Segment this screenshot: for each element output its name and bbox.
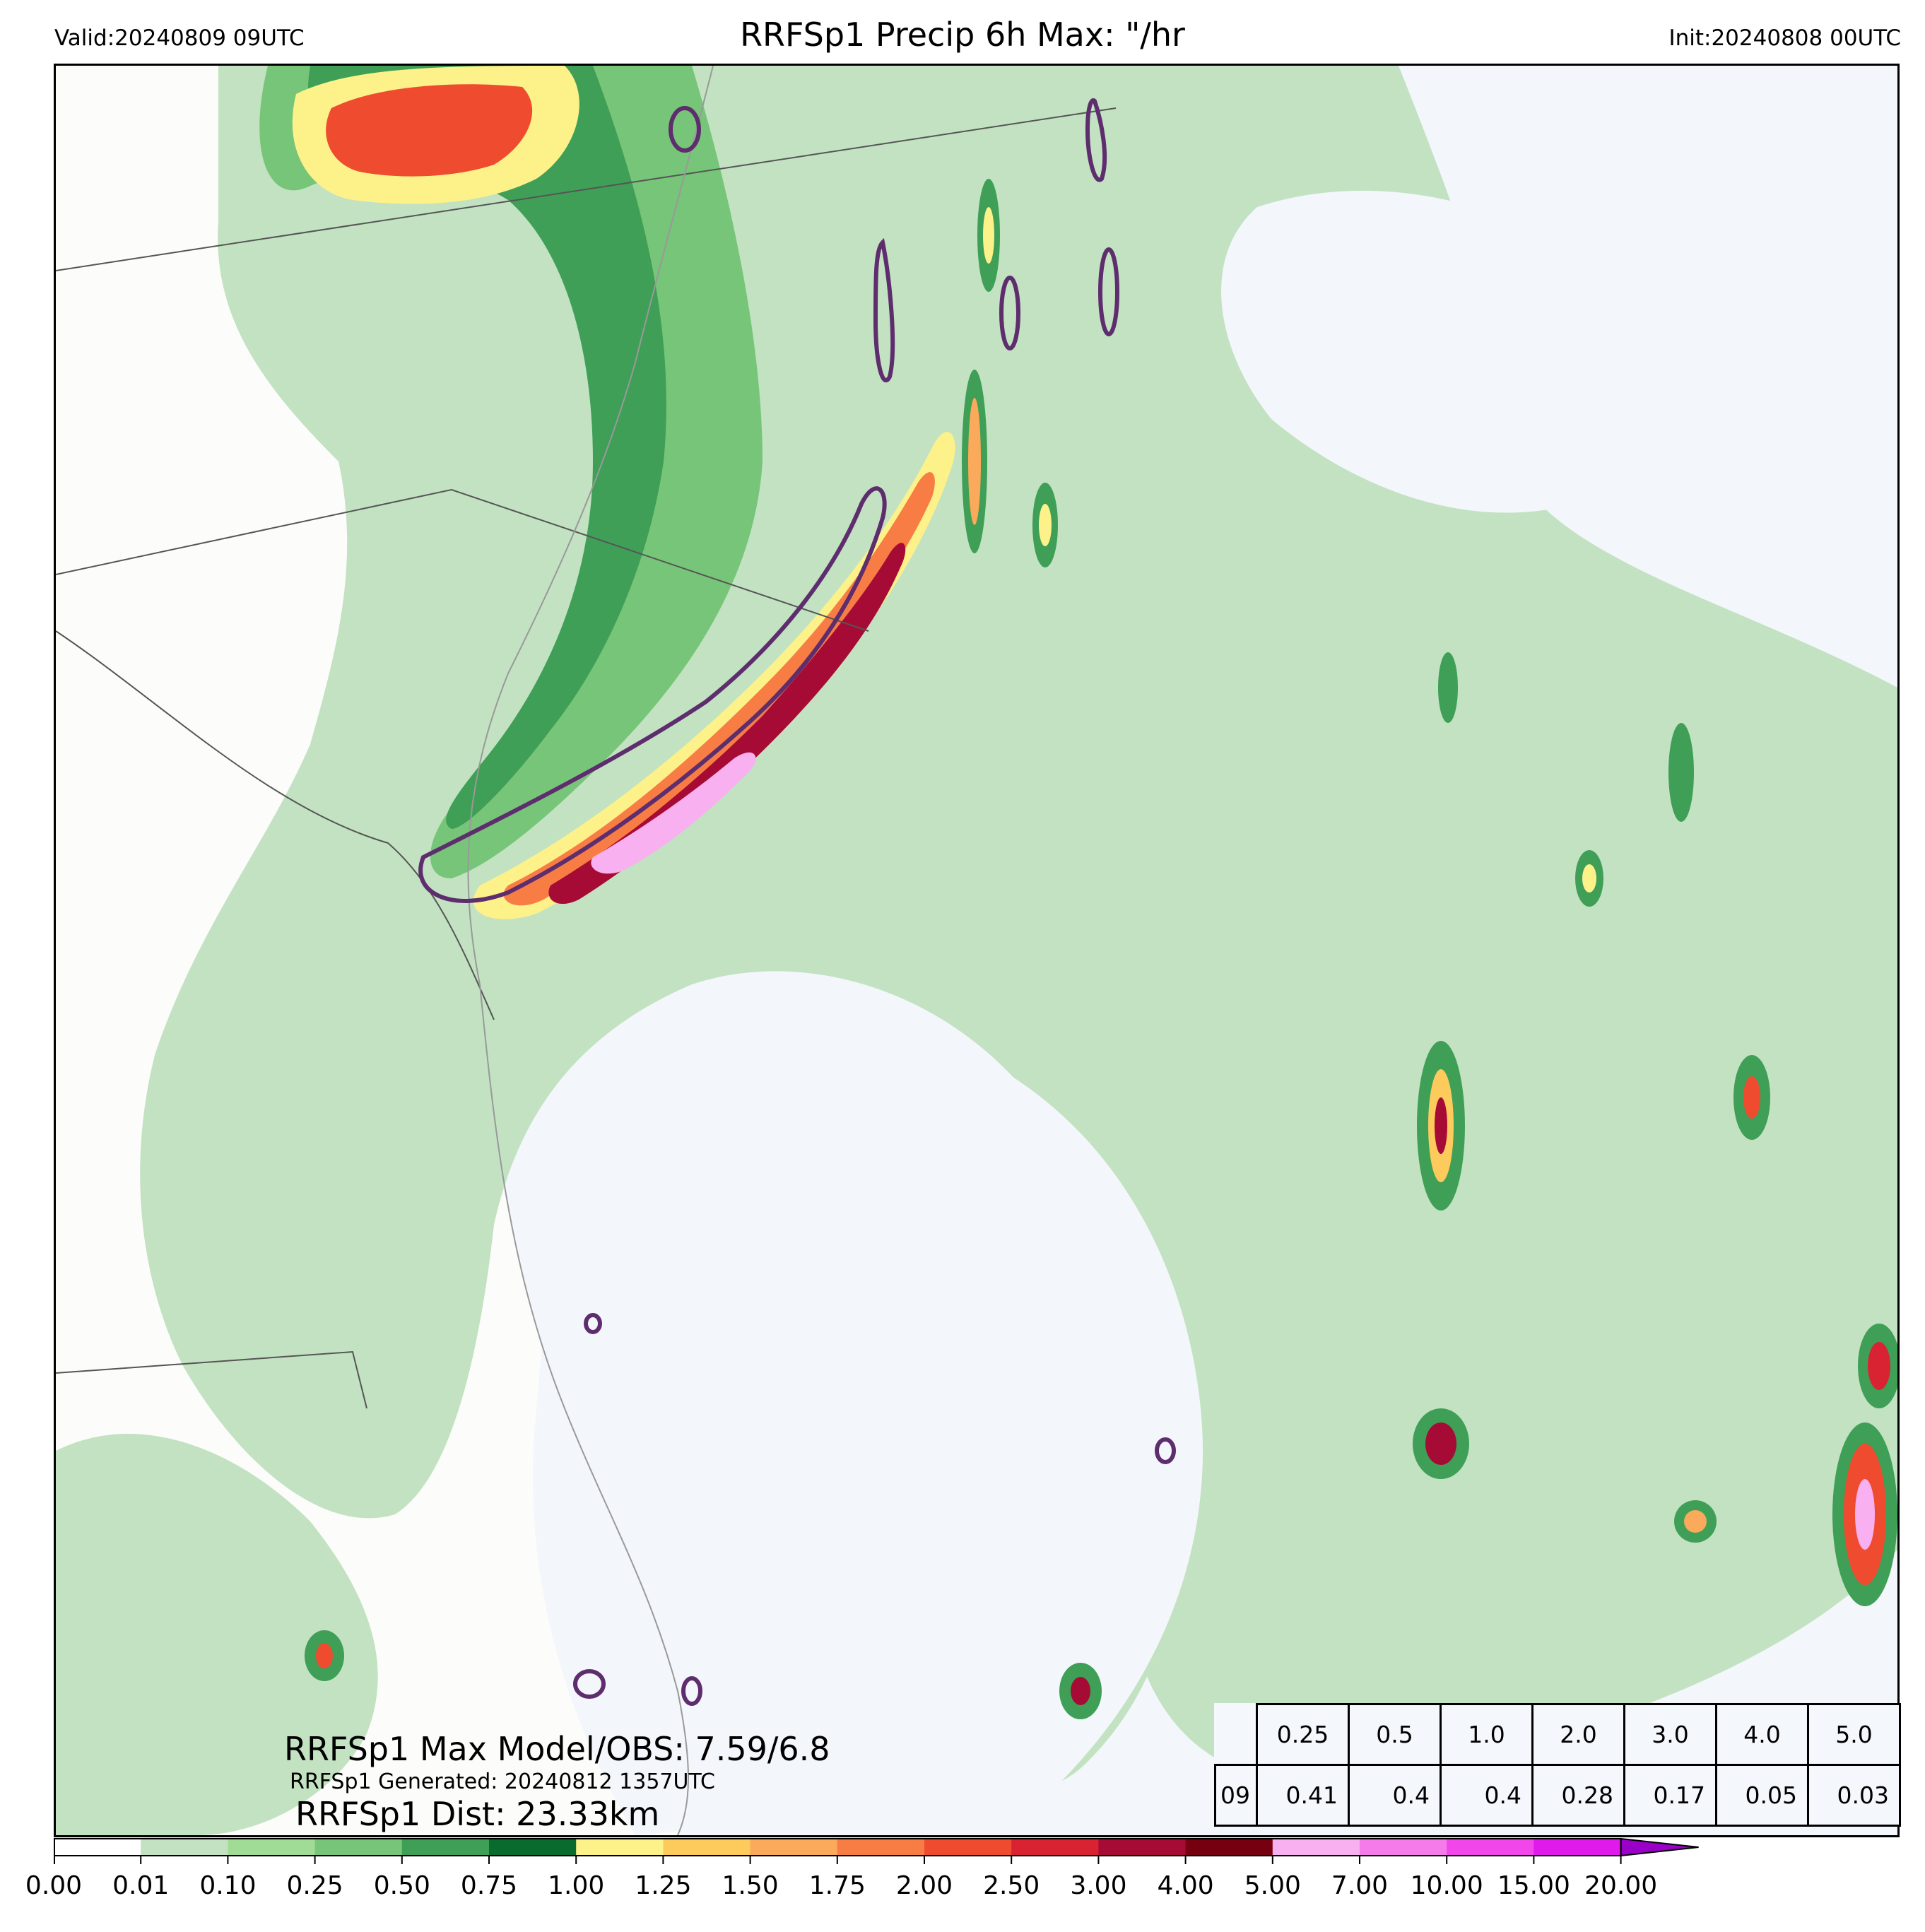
colorbar-segment	[1011, 1839, 1099, 1856]
threshold-cell: 0.25	[1256, 1703, 1350, 1766]
threshold-cell: 2.0	[1531, 1703, 1625, 1766]
table-corner-cell	[1215, 1704, 1257, 1765]
map-canvas	[56, 66, 1897, 1835]
colorbar-segment	[228, 1839, 316, 1856]
init-time-label: Init:20240808 00UTC	[1668, 25, 1901, 51]
colorbar-segment	[837, 1839, 925, 1856]
colorbar-tick-label: 1.75	[808, 1871, 866, 1900]
colorbar-tick-label: 10.00	[1410, 1871, 1483, 1900]
colorbar-extend-arrow	[1620, 1837, 1699, 1857]
colorbar-segment	[1360, 1839, 1447, 1856]
obs-contours	[418, 98, 1176, 1706]
threshold-header-row: 0.25 0.5 1.0 2.0 3.0 4.0 5.0	[1215, 1703, 1901, 1766]
value-cell: 0.17	[1623, 1764, 1717, 1827]
colorbar-segment	[1533, 1839, 1622, 1856]
clear-ocean-ne	[1221, 190, 1656, 513]
value-cell: 0.28	[1531, 1764, 1625, 1827]
threshold-cell: 3.0	[1623, 1703, 1717, 1766]
colorbar-tick-label: 15.00	[1497, 1871, 1570, 1900]
colorbar-tick-label: 1.50	[722, 1871, 779, 1900]
colorbar-segment	[663, 1839, 751, 1856]
threshold-cell: 5.0	[1807, 1703, 1901, 1766]
precip-southwest	[56, 1434, 378, 1835]
threshold-cell: 0.5	[1348, 1703, 1442, 1766]
generated-time-label: RRFSp1 Generated: 20240812 1357UTC	[290, 1769, 715, 1794]
threshold-cell: 1.0	[1440, 1703, 1533, 1766]
colorbar-tick-label: 7.00	[1331, 1871, 1389, 1900]
value-cell: 0.05	[1715, 1764, 1809, 1827]
colorbar-segment	[314, 1839, 403, 1856]
rain-band-yellow	[473, 432, 955, 919]
state-boundaries	[56, 107, 1117, 1409]
colorbar-tick-label: 5.00	[1244, 1871, 1301, 1900]
value-cell: 0.4	[1440, 1764, 1533, 1827]
colorbar-segment	[1098, 1839, 1187, 1856]
colorbar-segment	[1447, 1839, 1534, 1856]
colorbar-tick-label: 2.50	[983, 1871, 1040, 1900]
valid-time-label: Valid:20240809 09UTC	[54, 25, 305, 51]
colorbar-segment	[750, 1839, 838, 1856]
coastline	[467, 66, 714, 1835]
value-row: 09 0.41 0.4 0.4 0.28 0.17 0.05 0.03	[1214, 1764, 1901, 1827]
precip-map	[54, 64, 1900, 1837]
ocean-cells	[305, 179, 1897, 1719]
colorbar-tick-label: 0.25	[286, 1871, 343, 1900]
rain-band-red	[548, 543, 906, 905]
colorbar-segment	[1185, 1839, 1273, 1856]
map-title: RRFSp1 Precip 6h Max: "/hr	[740, 16, 1185, 54]
colorbar	[54, 1837, 1699, 1864]
colorbar-tick-label: 0.10	[199, 1871, 257, 1900]
colorbar-tick-label: 2.00	[895, 1871, 953, 1900]
colorbar-tick-label: 1.25	[635, 1871, 692, 1900]
value-cell: 0.4	[1348, 1764, 1442, 1827]
north-core-red	[326, 84, 533, 177]
colorbar-segment	[576, 1839, 664, 1856]
max-model-obs-label: RRFSp1 Max Model/OBS: 7.59/6.8	[284, 1730, 830, 1768]
colorbar-tick-label: 0.00	[25, 1871, 83, 1900]
value-cell: 0.03	[1807, 1764, 1901, 1827]
threshold-cell: 4.0	[1715, 1703, 1809, 1766]
colorbar-segment	[1272, 1839, 1360, 1856]
colorbar-segment	[924, 1839, 1012, 1856]
distance-label: RRFSp1 Dist: 23.33km	[295, 1795, 660, 1833]
threshold-table: 0.25 0.5 1.0 2.0 3.0 4.0 5.0 09 0.41 0.4…	[1214, 1703, 1901, 1827]
colorbar-tick-label: 3.00	[1070, 1871, 1127, 1900]
colorbar-segment	[401, 1839, 490, 1856]
colorbar-tick-label: 0.75	[460, 1871, 518, 1900]
colorbar-segment	[54, 1839, 141, 1856]
colorbar-segment	[489, 1839, 577, 1856]
colorbar-tick-label: 1.00	[548, 1871, 605, 1900]
clear-ocean	[533, 1009, 1203, 1835]
colorbar-segment	[141, 1839, 228, 1856]
colorbar-tick-label: 4.00	[1157, 1871, 1214, 1900]
rain-band-pink	[591, 752, 756, 874]
rain-band-dark-green	[307, 66, 666, 829]
colorbar-tick-label: 20.00	[1584, 1871, 1658, 1900]
value-cell: 0.41	[1256, 1764, 1350, 1827]
row-label-cell: 09	[1214, 1764, 1258, 1827]
colorbar-tick-label: 0.01	[112, 1871, 170, 1900]
colorbar-tick-label: 0.50	[373, 1871, 430, 1900]
